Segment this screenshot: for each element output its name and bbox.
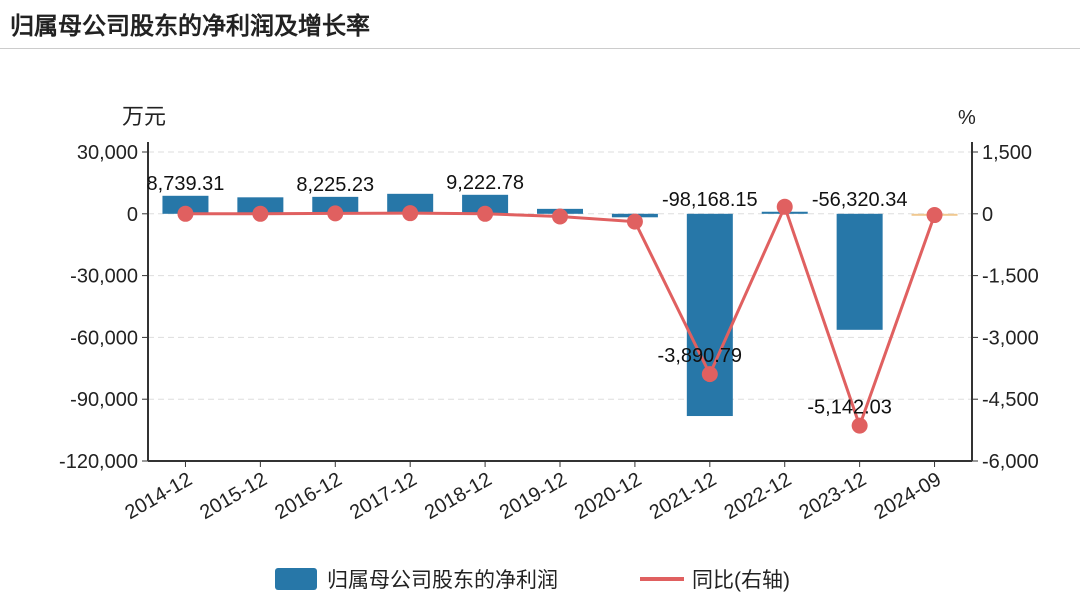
growth-point [626,213,643,230]
bar-data-label: 9,222.78 [446,172,524,194]
growth-point [851,417,868,434]
growth-point [177,205,194,222]
left-tick-label: 30,000 [77,142,138,164]
x-tick-label: 2024-09 [870,468,945,524]
growth-point [701,366,718,383]
legend-line-label: 同比(右轴) [692,569,790,592]
left-tick-label: -60,000 [70,327,138,349]
right-tick-label: -3,000 [982,327,1039,349]
x-tick-label: 2022-12 [721,468,796,524]
line-data-label: -5,142.03 [807,397,892,419]
bar [686,213,733,417]
bar [162,195,209,214]
x-tick-label: 2023-12 [796,468,871,524]
growth-point [402,205,419,222]
growth-point [477,205,494,222]
bar-data-label: -56,320.34 [812,189,908,211]
x-tick-label: 2015-12 [196,468,271,524]
bar [312,196,359,214]
growth-point [552,208,568,225]
legend-bar-label: 归属母公司股东的净利润 [327,569,558,592]
x-tick-label: 2017-12 [346,468,421,524]
x-tick-label: 2018-12 [421,468,496,524]
x-tick-label: 2016-12 [271,468,346,524]
bar [237,197,284,214]
right-tick-label: -6,000 [982,451,1039,473]
left-tick-label: -30,000 [70,266,138,288]
right-axis-unit: % [958,107,976,129]
line-data-label: -3,890.79 [658,345,743,367]
left-tick-label: -90,000 [70,389,138,411]
growth-point [327,205,344,222]
right-tick-label: 1,500 [982,142,1032,164]
right-tick-label: 0 [982,204,993,226]
x-tick-label: 2019-12 [496,468,571,524]
left-tick-label: -120,000 [59,451,138,473]
x-tick-label: 2014-12 [121,468,196,524]
growth-point [926,207,943,224]
growth-point [252,205,269,222]
bar-data-label: -98,168.15 [662,189,758,211]
bar [387,193,434,214]
right-tick-label: -4,500 [982,389,1039,411]
bar-data-label: 8,225.23 [296,174,374,196]
legend-bar-swatch [275,568,317,590]
right-tick-label: -1,500 [982,266,1039,288]
x-tick-label: 2021-12 [646,468,721,524]
left-tick-label: 0 [127,204,138,226]
bar [462,194,509,214]
chart-title: 归属母公司股东的净利润及增长率 [10,12,370,40]
left-axis-unit: 万元 [122,104,166,129]
bar-data-label: 8,739.31 [147,173,225,195]
bar [836,213,883,330]
title-divider [0,48,1080,49]
growth-point [776,198,793,215]
growth-line [185,202,936,431]
x-tick-label: 2020-12 [571,468,646,524]
